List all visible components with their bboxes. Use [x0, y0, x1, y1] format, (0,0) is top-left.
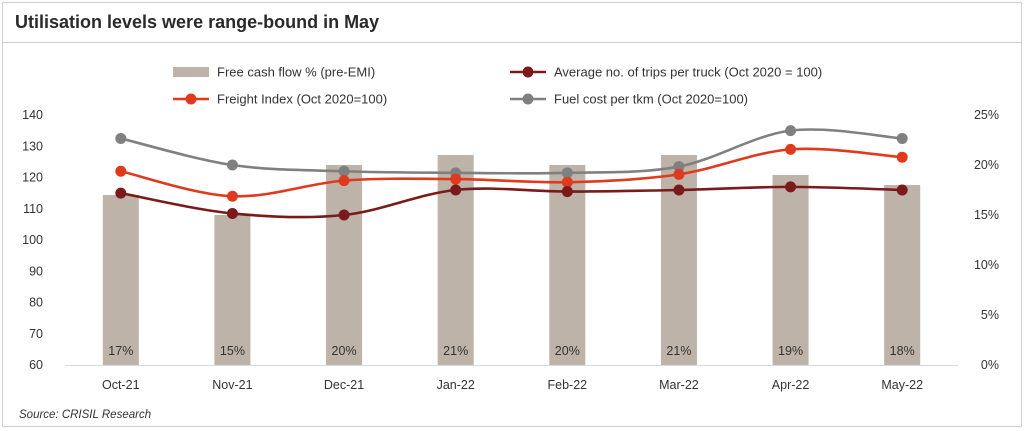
y-left-tick-label: 140: [22, 108, 43, 122]
data-point-freight: [673, 168, 685, 180]
y-left-tick-label: 100: [22, 233, 43, 247]
bar-series: [102, 155, 921, 365]
x-tick-label: Nov-21: [212, 378, 252, 392]
series-line-fuel: [120, 128, 903, 175]
bar: [772, 175, 809, 365]
legend-swatch-marker: [185, 93, 197, 105]
title-divider: [3, 42, 1021, 43]
data-point-freight: [115, 165, 127, 177]
series-line-trips: [120, 185, 903, 219]
line-series-fuel: [115, 125, 908, 179]
y-left-tick-label: 90: [29, 264, 43, 278]
bar-data-label: 17%: [108, 344, 133, 358]
combo-chart: Free cash flow % (pre-EMI) Average no. of…: [22, 65, 999, 393]
source-note: Source: CRISIL Research: [19, 409, 152, 421]
x-tick-label: Dec-21: [324, 378, 364, 392]
y-left-tick-label: 80: [29, 296, 43, 310]
legend-item: Fuel cost per tkm (Oct 2020=100): [510, 92, 748, 107]
data-point-fuel: [785, 125, 797, 137]
data-point-fuel: [896, 132, 908, 144]
y-right-tick-label: 15%: [974, 208, 999, 222]
x-tick-label: Oct-21: [102, 378, 140, 392]
y-left-tick-label: 110: [23, 202, 43, 216]
data-point-fuel: [338, 165, 350, 177]
line-series: [115, 125, 908, 221]
chart-title: Utilisation levels were range-bound in M…: [15, 12, 380, 32]
data-point-trips: [450, 184, 462, 196]
y-left-tick-label: 70: [29, 327, 43, 341]
legend-item: Average no. of trips per truck (Oct 2020…: [510, 65, 822, 80]
bar: [884, 185, 921, 365]
legend-label: Free cash flow % (pre-EMI): [217, 65, 375, 80]
legend-label: Freight Index (Oct 2020=100): [217, 92, 387, 107]
data-point-freight: [450, 173, 462, 185]
x-tick-label: Mar-22: [659, 378, 699, 392]
data-point-fuel: [561, 167, 573, 179]
y-right-tick-label: 10%: [974, 258, 999, 272]
legend-item: Free cash flow % (pre-EMI): [173, 65, 375, 80]
line-series-freight: [115, 143, 908, 202]
legend-swatch-marker: [522, 93, 534, 105]
bar-data-label: 18%: [890, 344, 915, 358]
right-axis: 0% 5% 10% 15% 20% 25%: [974, 108, 999, 372]
data-point-trips: [115, 187, 127, 199]
legend-swatch-marker: [522, 66, 534, 78]
line-series-trips: [115, 181, 908, 221]
bar-data-label: 21%: [666, 344, 691, 358]
x-tick-label: Jan-22: [437, 378, 475, 392]
data-point-fuel: [673, 161, 685, 173]
data-point-trips: [338, 209, 350, 221]
data-point-fuel: [226, 159, 238, 171]
bar-data-label: 15%: [220, 344, 245, 358]
legend-item: Freight Index (Oct 2020=100): [173, 92, 387, 107]
bar-data-label: 20%: [555, 344, 580, 358]
bar-data-label: 19%: [778, 344, 803, 358]
series-line-freight: [120, 147, 903, 198]
y-right-tick-label: 0%: [981, 358, 999, 372]
data-point-freight: [338, 175, 350, 187]
legend-swatch-bar: [173, 67, 209, 77]
bar-data-label: 20%: [332, 344, 357, 358]
bar-data-labels: 17% 15% 20% 21% 20% 21% 19% 18%: [108, 344, 914, 358]
bar-data-label: 21%: [443, 344, 468, 358]
bar: [326, 165, 363, 365]
data-point-trips: [785, 181, 797, 193]
y-left-tick-label: 130: [22, 139, 43, 153]
x-tick-label: Feb-22: [548, 378, 588, 392]
y-right-tick-label: 5%: [981, 308, 999, 322]
data-point-freight: [896, 151, 908, 163]
data-point-freight: [226, 190, 238, 202]
left-axis: 60 70 80 90 100 110 120 130 140: [22, 108, 43, 372]
data-point-fuel: [115, 132, 127, 144]
y-left-tick-label: 120: [22, 171, 43, 185]
chart-legend: Free cash flow % (pre-EMI) Average no. of…: [173, 65, 822, 107]
y-left-tick-label: 60: [29, 358, 43, 372]
x-axis: Oct-21 Nov-21 Dec-21 Jan-22 Feb-22 Mar-22 Apr-…: [102, 378, 923, 392]
bar: [102, 195, 139, 365]
x-tick-label: May-22: [881, 378, 923, 392]
bar: [214, 215, 251, 365]
bar: [549, 165, 586, 365]
data-point-trips: [561, 186, 573, 198]
x-tick-label: Apr-22: [772, 378, 810, 392]
data-point-trips: [673, 184, 685, 196]
legend-label: Fuel cost per tkm (Oct 2020=100): [554, 92, 748, 107]
y-right-tick-label: 20%: [974, 158, 999, 172]
legend-label: Average no. of trips per truck (Oct 2020…: [554, 65, 822, 80]
data-point-freight: [785, 143, 797, 155]
data-point-trips: [226, 207, 238, 219]
data-point-trips: [896, 184, 908, 196]
data-point-freight: [561, 176, 573, 188]
y-right-tick-label: 25%: [974, 108, 999, 122]
